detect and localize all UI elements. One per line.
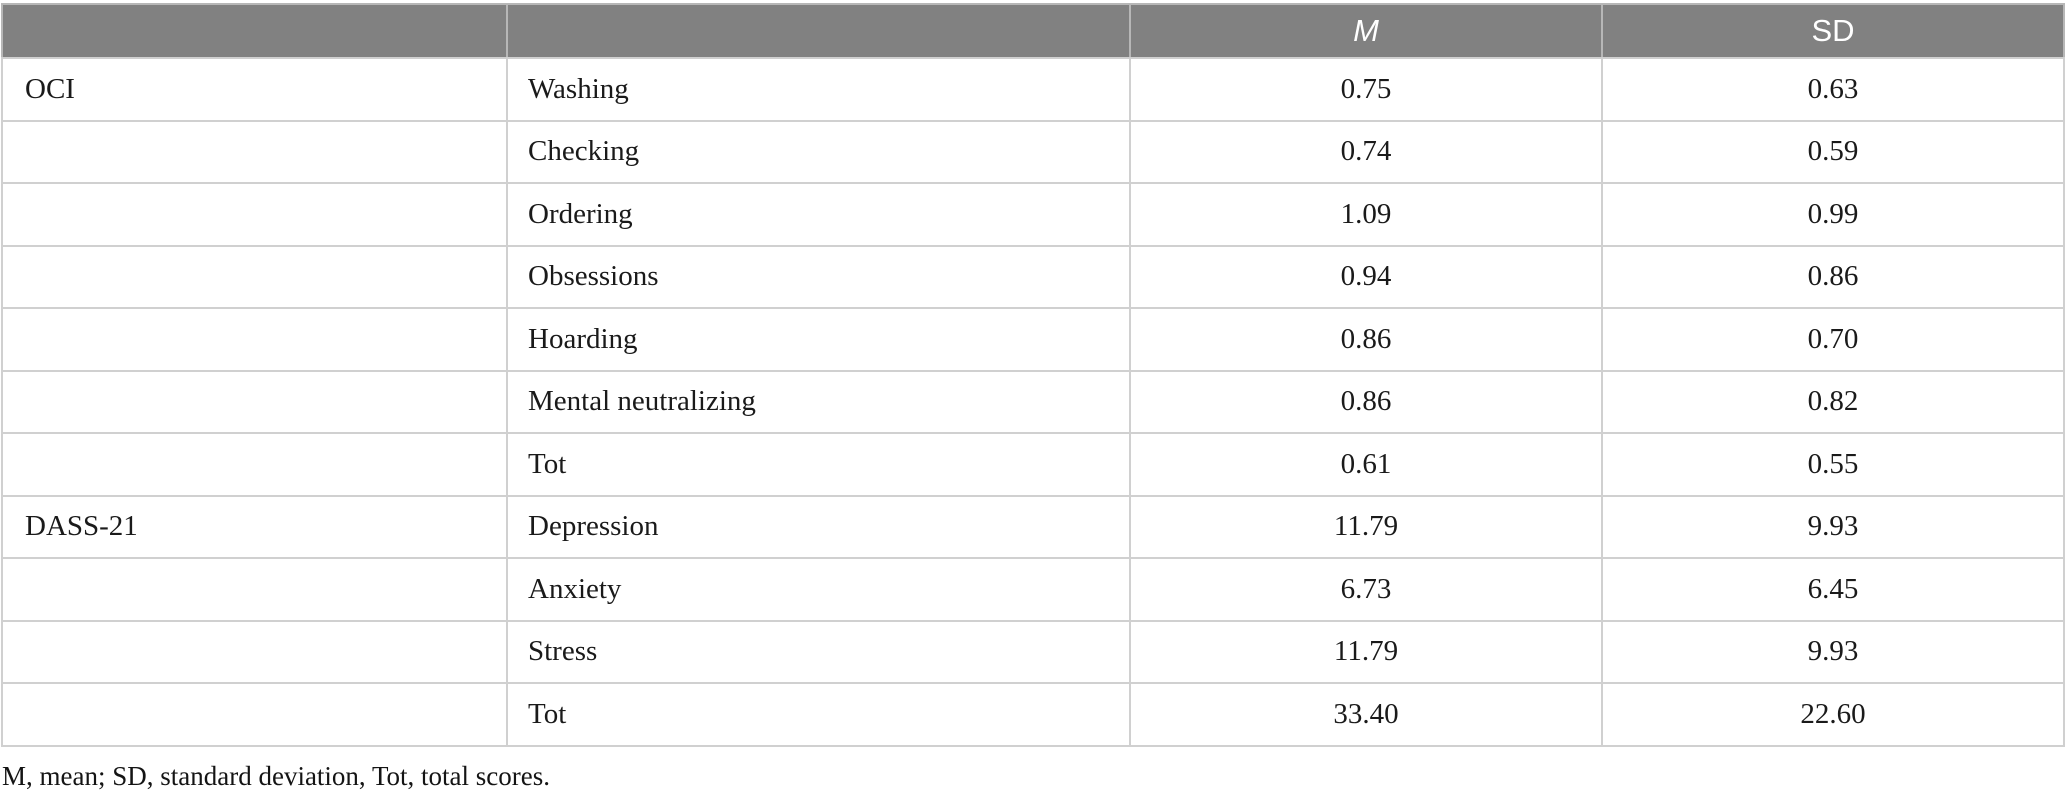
table-footnote: M, mean; SD, standard deviation, Tot, to… — [2, 760, 551, 791]
row-group-cell — [1, 369, 508, 434]
row-group-cell: OCI — [1, 57, 508, 122]
row-mean-cell: 0.61 — [1129, 432, 1603, 497]
table-row: Anxiety 6.73 6.45 — [1, 557, 2065, 622]
row-subscale-cell: Obsessions — [506, 244, 1131, 309]
row-subscale-cell: Stress — [506, 619, 1131, 684]
row-subscale-cell: Tot — [506, 682, 1131, 747]
row-mean-cell: 11.79 — [1129, 619, 1603, 684]
row-group-cell — [1, 182, 508, 247]
row-mean-cell: 33.40 — [1129, 682, 1603, 747]
table-body: OCI Washing 0.75 0.63 Checking 0.74 0.59 Orderi… — [1, 57, 2065, 747]
row-sd-cell: 9.93 — [1601, 619, 2065, 684]
header-cell-group — [1, 3, 508, 59]
row-sd-cell: 0.86 — [1601, 244, 2065, 309]
table-row: Checking 0.74 0.59 — [1, 119, 2065, 184]
row-subscale-cell: Ordering — [506, 182, 1131, 247]
row-sd-cell: 0.70 — [1601, 307, 2065, 372]
row-group-cell: DASS-21 — [1, 494, 508, 559]
header-cell-sd: SD — [1601, 3, 2065, 59]
row-mean-cell: 0.86 — [1129, 307, 1603, 372]
table-row: OCI Washing 0.75 0.63 — [1, 57, 2065, 122]
row-group-cell — [1, 557, 508, 622]
table-row: Obsessions 0.94 0.86 — [1, 244, 2065, 309]
row-sd-cell: 0.63 — [1601, 57, 2065, 122]
row-subscale-cell: Tot — [506, 432, 1131, 497]
row-sd-cell: 0.82 — [1601, 369, 2065, 434]
row-subscale-cell: Checking — [506, 119, 1131, 184]
table-row: Hoarding 0.86 0.70 — [1, 307, 2065, 372]
row-mean-cell: 0.75 — [1129, 57, 1603, 122]
row-subscale-cell: Anxiety — [506, 557, 1131, 622]
row-mean-cell: 1.09 — [1129, 182, 1603, 247]
table-header: M SD — [1, 3, 2065, 59]
row-subscale-cell: Depression — [506, 494, 1131, 559]
row-group-cell — [1, 432, 508, 497]
table-row: Ordering 1.09 0.99 — [1, 182, 2065, 247]
table-row: Mental neutralizing 0.86 0.82 — [1, 369, 2065, 434]
row-subscale-cell: Washing — [506, 57, 1131, 122]
descriptive-statistics-table: M SD OCI Washing 0.75 0.63 Checking 0.74 0.59 O… — [1, 3, 2065, 747]
row-group-cell — [1, 244, 508, 309]
row-mean-cell: 0.86 — [1129, 369, 1603, 434]
table-row: Stress 11.79 9.93 — [1, 619, 2065, 684]
header-row: M SD — [1, 3, 2065, 59]
row-group-cell — [1, 119, 508, 184]
row-mean-cell: 6.73 — [1129, 557, 1603, 622]
header-cell-subscale — [506, 3, 1131, 59]
row-sd-cell: 22.60 — [1601, 682, 2065, 747]
row-mean-cell: 0.94 — [1129, 244, 1603, 309]
row-subscale-cell: Mental neutralizing — [506, 369, 1131, 434]
row-group-cell — [1, 619, 508, 684]
row-subscale-cell: Hoarding — [506, 307, 1131, 372]
table-row: Tot 0.61 0.55 — [1, 432, 2065, 497]
table-row: Tot 33.40 22.60 — [1, 682, 2065, 747]
row-sd-cell: 6.45 — [1601, 557, 2065, 622]
row-sd-cell: 9.93 — [1601, 494, 2065, 559]
row-sd-cell: 0.55 — [1601, 432, 2065, 497]
header-cell-mean: M — [1129, 3, 1603, 59]
row-sd-cell: 0.59 — [1601, 119, 2065, 184]
row-sd-cell: 0.99 — [1601, 182, 2065, 247]
row-mean-cell: 11.79 — [1129, 494, 1603, 559]
row-group-cell — [1, 307, 508, 372]
row-group-cell — [1, 682, 508, 747]
table-row: DASS-21 Depression 11.79 9.93 — [1, 494, 2065, 559]
row-mean-cell: 0.74 — [1129, 119, 1603, 184]
